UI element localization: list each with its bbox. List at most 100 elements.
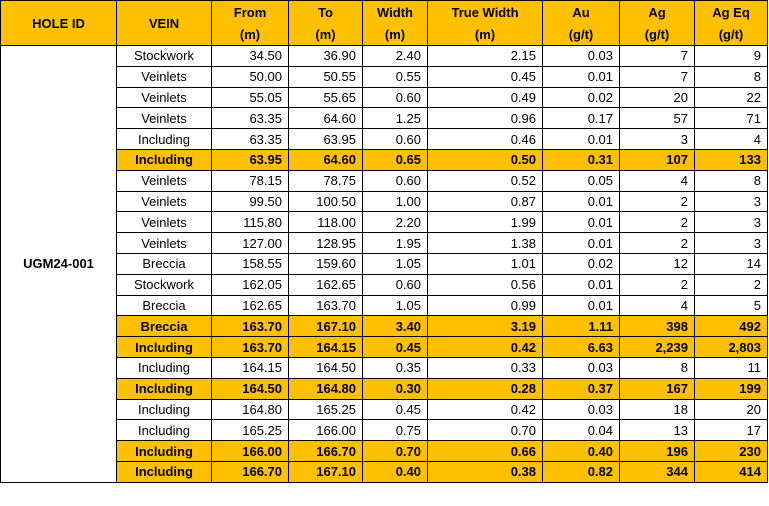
to-cell: 163.70 — [288, 294, 363, 317]
ag-cell: 167 — [619, 377, 695, 400]
from-cell: 50.00 — [211, 65, 289, 88]
vein-cell: Including — [116, 398, 212, 421]
vein-cell: Including — [116, 377, 212, 400]
au-cell: 0.01 — [542, 273, 620, 296]
au-cell: 0.17 — [542, 107, 620, 130]
ag-cell: 8 — [619, 356, 695, 379]
true-width-cell: 0.45 — [427, 65, 543, 88]
header-from: From — [211, 0, 289, 23]
table-row: Including 165.25 166.00 0.75 0.70 0.04 13 17 — [1, 419, 768, 442]
ag-eq-cell: 14 — [694, 252, 768, 275]
unit-from: (m) — [211, 23, 289, 46]
from-cell: 164.80 — [211, 398, 289, 421]
table-row: Veinlets 127.00 128.95 1.95 1.38 0.01 2 3 — [1, 232, 768, 254]
to-cell: 118.00 — [288, 211, 363, 234]
au-cell: 0.03 — [542, 45, 620, 67]
table-row: Stockwork 162.05 162.65 0.60 0.56 0.01 2 2 — [1, 273, 768, 296]
ag-eq-cell: 9 — [694, 45, 768, 67]
au-cell: 0.01 — [542, 128, 620, 150]
vein-cell: Veinlets — [116, 232, 212, 254]
table-row: Including 63.95 64.60 0.65 0.50 0.31 107 133 — [1, 148, 768, 171]
ag-cell: 4 — [619, 169, 695, 192]
ag-eq-cell: 3 — [694, 190, 768, 213]
assay-results-table: HOLE ID VEIN From To Width True Width Au… — [0, 0, 768, 483]
table-body: UGM24-001 Stockwork 34.50 36.90 2.40 2.15 0.03… — [0, 45, 768, 483]
vein-cell: Breccia — [116, 252, 212, 275]
au-cell: 0.40 — [542, 440, 620, 462]
vein-cell: Stockwork — [116, 273, 212, 296]
from-cell: 78.15 — [211, 169, 289, 192]
vein-cell: Veinlets — [116, 107, 212, 130]
ag-cell: 3 — [619, 128, 695, 150]
width-cell: 2.40 — [362, 45, 428, 67]
ag-eq-cell: 71 — [694, 107, 768, 130]
from-cell: 166.70 — [211, 460, 289, 483]
to-cell: 164.50 — [288, 356, 363, 379]
from-cell: 162.05 — [211, 273, 289, 296]
table-row: Veinlets 78.15 78.75 0.60 0.52 0.05 4 8 — [1, 169, 768, 192]
true-width-cell: 0.70 — [427, 419, 543, 442]
au-cell: 1.11 — [542, 315, 620, 338]
vein-cell: Breccia — [116, 294, 212, 317]
ag-eq-cell: 3 — [694, 211, 768, 234]
ag-cell: 7 — [619, 65, 695, 88]
true-width-cell: 0.28 — [427, 377, 543, 400]
vein-cell: Breccia — [116, 315, 212, 338]
ag-eq-cell: 11 — [694, 356, 768, 379]
width-cell: 0.70 — [362, 440, 428, 462]
to-cell: 63.95 — [288, 128, 363, 150]
table-header: HOLE ID VEIN From To Width True Width Au… — [0, 0, 768, 46]
to-cell: 167.10 — [288, 460, 363, 483]
vein-cell: Including — [116, 128, 212, 150]
from-cell: 164.50 — [211, 377, 289, 400]
ag-eq-cell: 17 — [694, 419, 768, 442]
au-cell: 0.01 — [542, 190, 620, 213]
width-cell: 0.30 — [362, 377, 428, 400]
ag-cell: 2 — [619, 190, 695, 213]
au-cell: 0.37 — [542, 377, 620, 400]
vein-cell: Veinlets — [116, 169, 212, 192]
ag-eq-cell: 2,803 — [694, 336, 768, 358]
ag-cell: 7 — [619, 45, 695, 67]
au-cell: 0.05 — [542, 169, 620, 192]
au-cell: 0.02 — [542, 86, 620, 109]
vein-cell: Including — [116, 336, 212, 358]
to-cell: 78.75 — [288, 169, 363, 192]
from-cell: 158.55 — [211, 252, 289, 275]
unit-width: (m) — [362, 23, 428, 46]
width-cell: 1.25 — [362, 107, 428, 130]
true-width-cell: 0.42 — [427, 336, 543, 358]
width-cell: 0.65 — [362, 148, 428, 171]
vein-cell: Including — [116, 148, 212, 171]
true-width-cell: 1.38 — [427, 232, 543, 254]
hole-id-cell: UGM24-001 — [0, 45, 117, 483]
unit-ag-eq: (g/t) — [694, 23, 768, 46]
true-width-cell: 0.96 — [427, 107, 543, 130]
to-cell: 166.70 — [288, 440, 363, 462]
header-ag: Ag — [619, 0, 695, 23]
table-row: Veinlets 99.50 100.50 1.00 0.87 0.01 2 3 — [1, 190, 768, 213]
from-cell: 55.05 — [211, 86, 289, 109]
ag-cell: 18 — [619, 398, 695, 421]
to-cell: 162.65 — [288, 273, 363, 296]
width-cell: 0.55 — [362, 65, 428, 88]
ag-cell: 2 — [619, 211, 695, 234]
header-ag-eq: Ag Eq — [694, 0, 768, 23]
ag-eq-cell: 133 — [694, 148, 768, 171]
to-cell: 164.80 — [288, 377, 363, 400]
true-width-cell: 0.42 — [427, 398, 543, 421]
true-width-cell: 1.01 — [427, 252, 543, 275]
width-cell: 3.40 — [362, 315, 428, 338]
ag-eq-cell: 22 — [694, 86, 768, 109]
ag-cell: 20 — [619, 86, 695, 109]
to-cell: 159.60 — [288, 252, 363, 275]
unit-au: (g/t) — [542, 23, 620, 46]
table-row: Including 164.15 164.50 0.35 0.33 0.03 8 11 — [1, 356, 768, 379]
width-cell: 0.35 — [362, 356, 428, 379]
header-row: HOLE ID VEIN From To Width True Width Au… — [0, 0, 768, 46]
au-cell: 0.02 — [542, 252, 620, 275]
au-cell: 0.04 — [542, 419, 620, 442]
width-cell: 0.75 — [362, 419, 428, 442]
ag-eq-cell: 414 — [694, 460, 768, 483]
from-cell: 163.70 — [211, 315, 289, 338]
